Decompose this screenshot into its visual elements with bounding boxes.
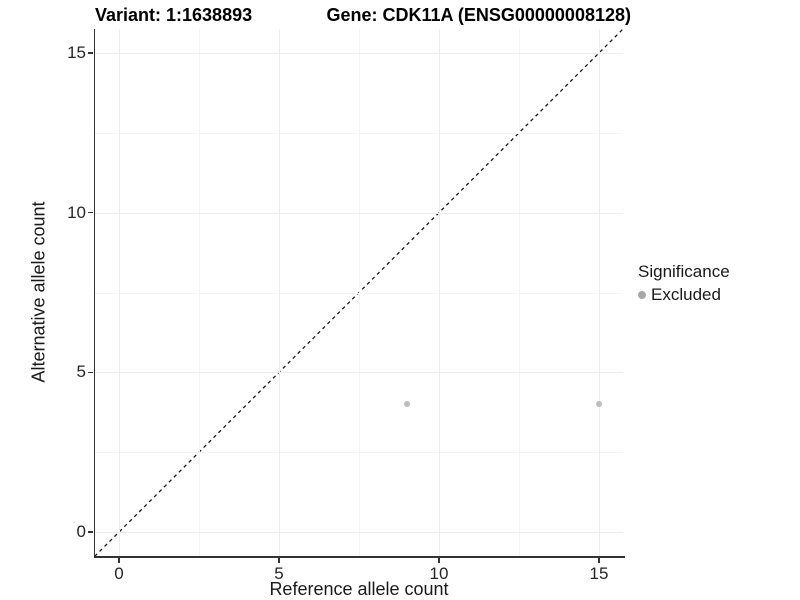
x-tick-mark [118, 558, 120, 563]
major-gridline-v [119, 29, 120, 556]
x-tick-label: 10 [429, 564, 449, 583]
major-gridline-h [95, 212, 623, 214]
minor-gridline-h [95, 292, 623, 294]
x-axis-title: Reference allele count [269, 579, 449, 599]
major-gridline-v [599, 29, 600, 556]
major-gridline-v [279, 29, 280, 556]
legend-entry-label: Excluded [651, 285, 721, 304]
x-tick-mark [598, 558, 600, 563]
x-axis-line [93, 556, 625, 558]
y-axis-title: Alternative allele count [28, 201, 49, 383]
data-point [404, 401, 410, 408]
plot-panel [95, 29, 623, 556]
y-tick-mark [88, 211, 93, 214]
x-tick-mark [278, 558, 280, 563]
gene-title: Gene: CDK11A (ENSG00000008128) [326, 5, 632, 25]
y-tick-label: 10 [67, 202, 86, 222]
data-point [596, 401, 602, 408]
y-axis-line [93, 29, 95, 558]
major-gridline-h [95, 52, 623, 54]
x-tick-label: 5 [274, 564, 284, 583]
y-tick-mark [88, 531, 93, 533]
y-tick-label: 15 [67, 42, 86, 62]
x-tick-label: 0 [114, 564, 124, 583]
y-tick-label: 0 [76, 522, 86, 542]
minor-gridline-h [95, 132, 623, 134]
legend-point-icon [638, 291, 646, 299]
x-tick-mark [438, 558, 440, 563]
y-tick-mark [88, 52, 93, 54]
major-gridline-v [439, 29, 440, 556]
legend-title: Significance [638, 262, 730, 281]
major-gridline-h [95, 532, 623, 534]
legend: Significance Excluded [638, 262, 730, 305]
major-gridline-h [95, 372, 623, 374]
minor-gridline-h [95, 452, 623, 454]
y-tick-mark [88, 371, 93, 374]
x-tick-label: 15 [589, 564, 609, 583]
legend-entry-excluded: Excluded [638, 285, 730, 305]
y-tick-label: 5 [76, 362, 86, 382]
variant-title: Variant: 1:1638893 [95, 5, 253, 25]
